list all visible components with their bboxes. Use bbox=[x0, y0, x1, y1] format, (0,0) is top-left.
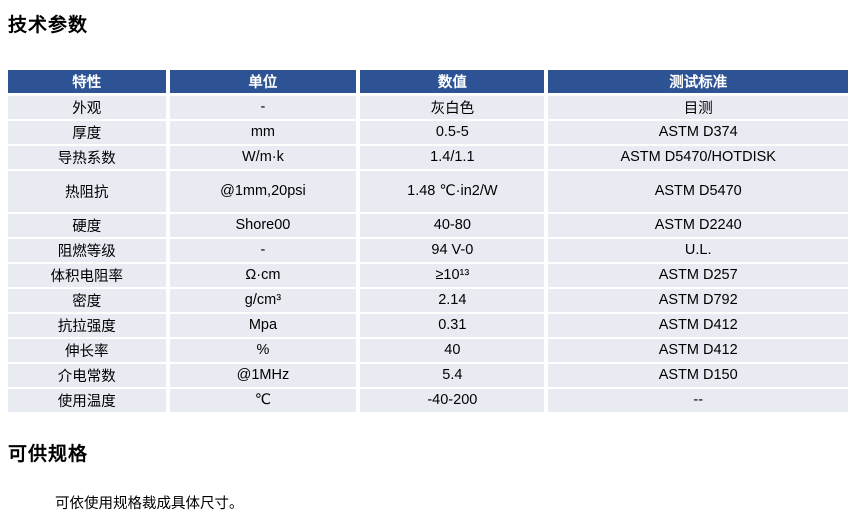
cell-property: 伸长率 bbox=[8, 337, 170, 364]
cell-value: 灰白色 bbox=[358, 94, 549, 121]
cell-unit: @1MHz bbox=[167, 362, 361, 389]
cell-property: 热阻抗 bbox=[8, 169, 170, 214]
table-row: 密度 g/cm³ 2.14 ASTM D792 bbox=[8, 287, 848, 314]
cell-unit: mm bbox=[167, 119, 361, 146]
cell-value: 5.4 bbox=[358, 362, 549, 389]
table-row: 使用温度 ℃ -40-200 -- bbox=[8, 387, 848, 414]
tech-params-table: 特性 单位 数值 测试标准 外观 - 灰白色 目测 厚度 mm 0.5-5 AS… bbox=[8, 70, 848, 414]
cell-standard: ASTM D257 bbox=[546, 262, 848, 289]
table-row: 外观 - 灰白色 目测 bbox=[8, 94, 848, 121]
cell-standard: ASTM D150 bbox=[546, 362, 848, 389]
cell-value: ≥10¹³ bbox=[358, 262, 549, 289]
cell-value: 0.5-5 bbox=[358, 119, 549, 146]
cell-property: 密度 bbox=[8, 287, 170, 314]
table-row: 体积电阻率 Ω·cm ≥10¹³ ASTM D257 bbox=[8, 262, 848, 289]
table-row: 硬度 Shore00 40-80 ASTM D2240 bbox=[8, 212, 848, 239]
cell-value: 1.4/1.1 bbox=[358, 144, 549, 171]
cell-standard: ASTM D792 bbox=[546, 287, 848, 314]
cell-standard: U.L. bbox=[546, 237, 848, 264]
cell-value: 1.48 ℃·in2/W bbox=[358, 169, 549, 214]
cell-property: 厚度 bbox=[8, 119, 170, 146]
table-header-row: 特性 单位 数值 测试标准 bbox=[8, 70, 848, 96]
cell-property: 导热系数 bbox=[8, 144, 170, 171]
table-row: 抗拉强度 Mpa 0.31 ASTM D412 bbox=[8, 312, 848, 339]
cell-property: 体积电阻率 bbox=[8, 262, 170, 289]
cell-value: 40-80 bbox=[358, 212, 549, 239]
cell-standard: ASTM D374 bbox=[546, 119, 848, 146]
cell-standard: ASTM D412 bbox=[546, 312, 848, 339]
cell-standard: ASTM D412 bbox=[546, 337, 848, 364]
specs-body-text: 可依使用规格裁成具体尺寸。 bbox=[55, 495, 244, 512]
cell-unit: @1mm,20psi bbox=[167, 169, 361, 214]
table-row: 阻燃等级 - 94 V-0 U.L. bbox=[8, 237, 848, 264]
specs-heading: 可供规格 bbox=[8, 443, 89, 465]
cell-standard: -- bbox=[546, 387, 848, 414]
cell-unit: W/m·k bbox=[167, 144, 361, 171]
table-row: 热阻抗 @1mm,20psi 1.48 ℃·in2/W ASTM D5470 bbox=[8, 169, 848, 214]
cell-value: 94 V-0 bbox=[358, 237, 549, 264]
table-row: 厚度 mm 0.5-5 ASTM D374 bbox=[8, 119, 848, 146]
col-header-standard: 测试标准 bbox=[546, 70, 848, 96]
cell-property: 硬度 bbox=[8, 212, 170, 239]
cell-unit: g/cm³ bbox=[167, 287, 361, 314]
col-header-value: 数值 bbox=[358, 70, 549, 96]
cell-standard: ASTM D5470/HOTDISK bbox=[546, 144, 848, 171]
col-header-unit: 单位 bbox=[167, 70, 361, 96]
cell-unit: - bbox=[167, 237, 361, 264]
cell-unit: - bbox=[167, 94, 361, 121]
cell-unit: Mpa bbox=[167, 312, 361, 339]
cell-value: -40-200 bbox=[358, 387, 549, 414]
cell-standard: 目测 bbox=[546, 94, 848, 121]
cell-property: 介电常数 bbox=[8, 362, 170, 389]
cell-value: 2.14 bbox=[358, 287, 549, 314]
cell-property: 阻燃等级 bbox=[8, 237, 170, 264]
col-header-property: 特性 bbox=[8, 70, 170, 96]
cell-unit: Shore00 bbox=[167, 212, 361, 239]
cell-unit: % bbox=[167, 337, 361, 364]
table-row: 导热系数 W/m·k 1.4/1.1 ASTM D5470/HOTDISK bbox=[8, 144, 848, 171]
cell-unit: ℃ bbox=[167, 387, 361, 414]
table-row: 介电常数 @1MHz 5.4 ASTM D150 bbox=[8, 362, 848, 389]
cell-property: 使用温度 bbox=[8, 387, 170, 414]
cell-value: 40 bbox=[358, 337, 549, 364]
cell-property: 抗拉强度 bbox=[8, 312, 170, 339]
tech-params-heading: 技术参数 bbox=[8, 15, 89, 36]
table-row: 伸长率 % 40 ASTM D412 bbox=[8, 337, 848, 364]
cell-value: 0.31 bbox=[358, 312, 549, 339]
cell-standard: ASTM D2240 bbox=[546, 212, 848, 239]
cell-standard: ASTM D5470 bbox=[546, 169, 848, 214]
cell-unit: Ω·cm bbox=[167, 262, 361, 289]
cell-property: 外观 bbox=[8, 94, 170, 121]
